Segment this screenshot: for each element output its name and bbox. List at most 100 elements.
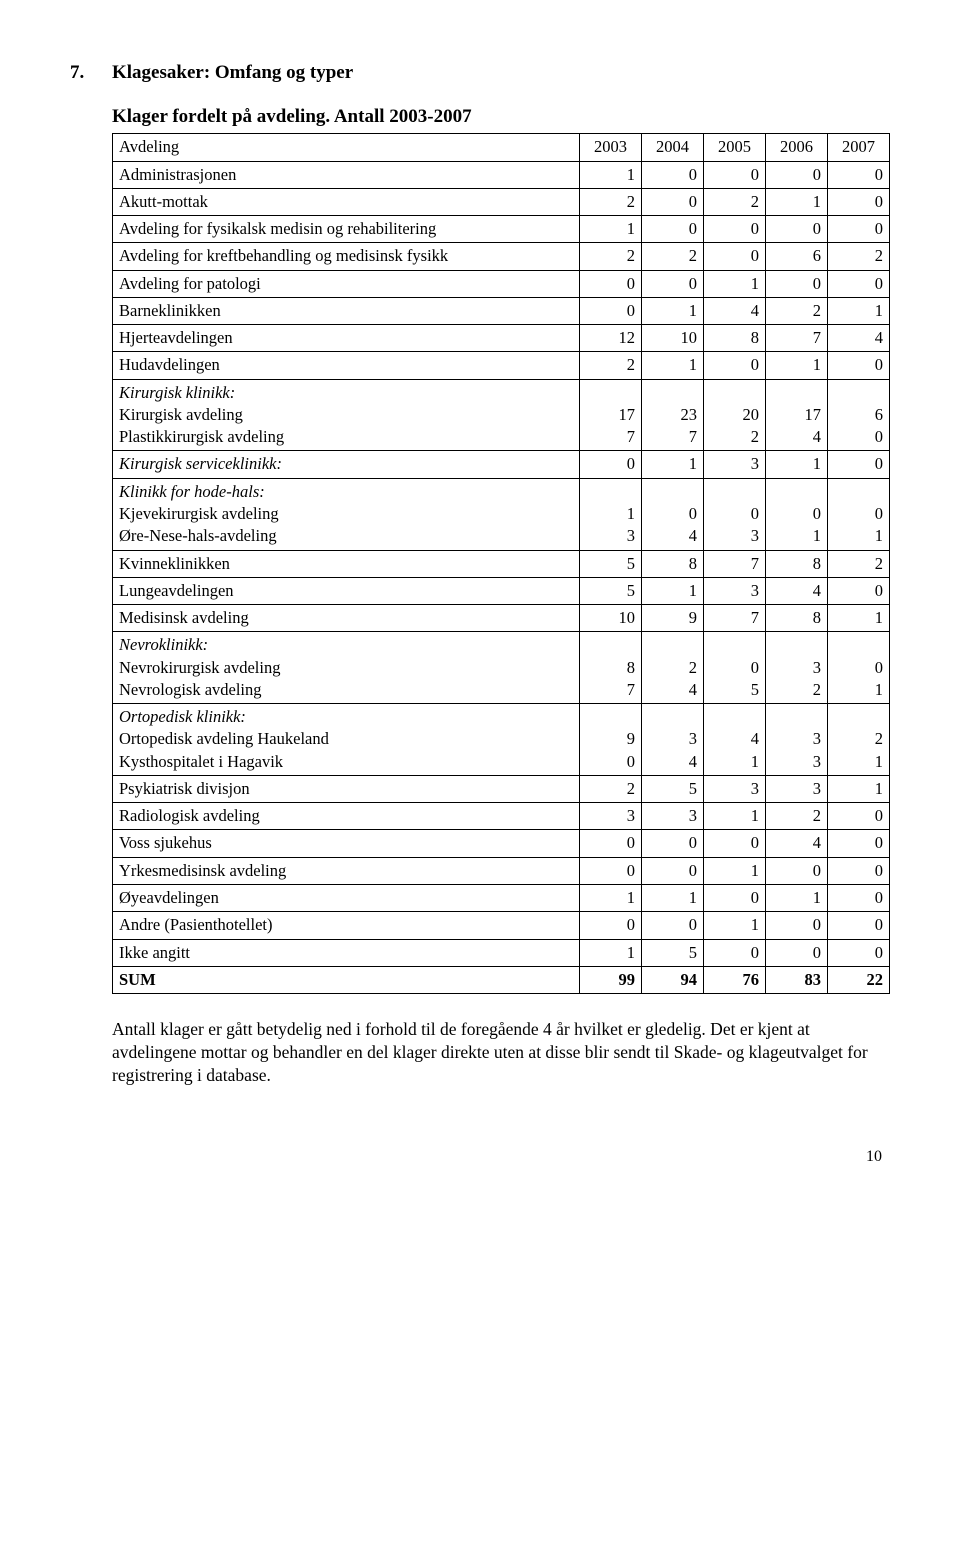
row-value: 0 [828, 188, 890, 215]
row-value: 0 [828, 857, 890, 884]
row-value: 0 [704, 830, 766, 857]
section-title: Klagesaker: Omfang og typer [112, 62, 353, 83]
row-label: Radiologisk avdeling [113, 803, 580, 830]
row-value: 0 [580, 297, 642, 324]
row-label: Avdeling for kreftbehandling og medisins… [113, 243, 580, 270]
row-value: 0 [704, 884, 766, 911]
row-value: 5 [580, 577, 642, 604]
table-row: Psykiatrisk divisjon25331 [113, 775, 890, 802]
page-number: 10 [70, 1146, 890, 1168]
row-value: 177 [580, 379, 642, 451]
sum-value: 83 [766, 966, 828, 993]
row-value: 0 [828, 830, 890, 857]
row-label: Andre (Pasienthotellet) [113, 912, 580, 939]
row-value: 3 [580, 803, 642, 830]
col-header-year: 2006 [766, 134, 828, 161]
row-value: 2 [704, 188, 766, 215]
row-value: 1 [766, 188, 828, 215]
row-value: 1 [580, 939, 642, 966]
row-label: Klinikk for hode-hals:Kjevekirurgisk avd… [113, 478, 580, 550]
row-label: Hudavdelingen [113, 352, 580, 379]
row-value: 0 [704, 216, 766, 243]
col-header-year: 2003 [580, 134, 642, 161]
col-header-year: 2004 [642, 134, 704, 161]
row-value: 8 [766, 605, 828, 632]
table-row: Ortopedisk klinikk:Ortopedisk avdeling H… [113, 704, 890, 776]
row-value: 2 [580, 243, 642, 270]
table-row: Nevroklinikk:Nevrokirurgisk avdelingNevr… [113, 632, 890, 704]
row-value: 2 [828, 550, 890, 577]
row-value: 3 [704, 451, 766, 478]
row-label: Øyeavdelingen [113, 884, 580, 911]
row-value: 1 [828, 605, 890, 632]
row-value: 10 [580, 605, 642, 632]
table-sum-row: SUM9994768322 [113, 966, 890, 993]
table-row: Ikke angitt15000 [113, 939, 890, 966]
table-row: Yrkesmedisinsk avdeling00100 [113, 857, 890, 884]
row-value: 1 [580, 884, 642, 911]
row-value: 90 [580, 704, 642, 776]
row-value: 0 [828, 216, 890, 243]
table-row: Hjerteavdelingen1210874 [113, 325, 890, 352]
row-value: 0 [580, 857, 642, 884]
row-label: Kirurgisk serviceklinikk: [113, 451, 580, 478]
section-number: 7. [70, 60, 112, 86]
col-header-year: 2007 [828, 134, 890, 161]
row-group-header: Ortopedisk klinikk: [119, 706, 573, 728]
row-value: 0 [766, 161, 828, 188]
row-value: 01 [766, 478, 828, 550]
row-value: 0 [642, 161, 704, 188]
row-label: Psykiatrisk divisjon [113, 775, 580, 802]
row-value: 4 [766, 577, 828, 604]
sum-value: 99 [580, 966, 642, 993]
row-value: 0 [828, 352, 890, 379]
sum-value: 76 [704, 966, 766, 993]
row-value: 21 [828, 704, 890, 776]
table-row: Avdeling for kreftbehandling og medisins… [113, 243, 890, 270]
row-value: 1 [580, 161, 642, 188]
row-value: 13 [580, 478, 642, 550]
row-value: 8 [704, 325, 766, 352]
row-value: 0 [828, 577, 890, 604]
row-label: Voss sjukehus [113, 830, 580, 857]
table-row: Avdeling for patologi00100 [113, 270, 890, 297]
row-value: 0 [704, 352, 766, 379]
row-value: 2 [828, 243, 890, 270]
row-value: 1 [642, 577, 704, 604]
row-sub-label: Nevrokirurgisk avdeling [119, 657, 573, 679]
row-label: Akutt-mottak [113, 188, 580, 215]
row-value: 0 [704, 243, 766, 270]
row-label: Kvinneklinikken [113, 550, 580, 577]
row-value: 0 [828, 939, 890, 966]
row-label: Nevroklinikk:Nevrokirurgisk avdelingNevr… [113, 632, 580, 704]
row-value: 0 [766, 270, 828, 297]
row-value: 33 [766, 704, 828, 776]
row-value: 0 [642, 857, 704, 884]
row-label: Ikke angitt [113, 939, 580, 966]
col-header-label: Avdeling [113, 134, 580, 161]
row-value: 0 [766, 939, 828, 966]
table-row: Kirurgisk klinikk:Kirurgisk avdelingPlas… [113, 379, 890, 451]
row-label: Hjerteavdelingen [113, 325, 580, 352]
table-row: Øyeavdelingen11010 [113, 884, 890, 911]
row-group-header: Klinikk for hode-hals: [119, 481, 573, 503]
row-value: 2 [580, 775, 642, 802]
table-caption: Klager fordelt på avdeling. Antall 2003-… [112, 104, 890, 130]
row-value: 0 [642, 216, 704, 243]
table-row: Voss sjukehus00040 [113, 830, 890, 857]
row-label: Avdeling for patologi [113, 270, 580, 297]
row-value: 3 [766, 775, 828, 802]
row-value: 2 [642, 243, 704, 270]
table-row: Hudavdelingen21010 [113, 352, 890, 379]
row-value: 9 [642, 605, 704, 632]
row-value: 0 [642, 188, 704, 215]
row-label: Avdeling for fysikalsk medisin og rehabi… [113, 216, 580, 243]
row-label: Barneklinikken [113, 297, 580, 324]
row-value: 1 [642, 451, 704, 478]
row-value: 8 [766, 550, 828, 577]
table-header-row: Avdeling 2003 2004 2005 2006 2007 [113, 134, 890, 161]
table-row: Kvinneklinikken58782 [113, 550, 890, 577]
row-value: 1 [766, 884, 828, 911]
row-label: Ortopedisk klinikk:Ortopedisk avdeling H… [113, 704, 580, 776]
table-row: Administrasjonen10000 [113, 161, 890, 188]
